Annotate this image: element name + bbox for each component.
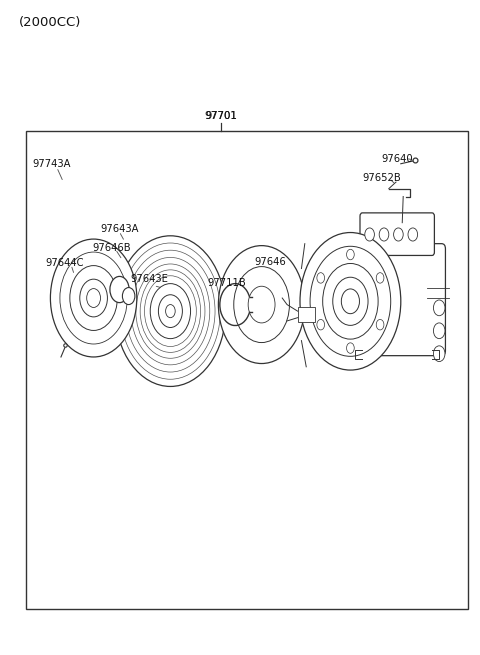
Circle shape bbox=[122, 288, 135, 305]
Text: 97640: 97640 bbox=[382, 153, 413, 164]
Circle shape bbox=[433, 323, 445, 339]
FancyBboxPatch shape bbox=[360, 213, 434, 255]
Bar bbox=[298, 307, 315, 322]
Circle shape bbox=[317, 272, 324, 283]
Circle shape bbox=[115, 236, 226, 386]
Circle shape bbox=[310, 246, 391, 356]
Text: 97701: 97701 bbox=[205, 111, 237, 121]
Circle shape bbox=[70, 266, 118, 330]
Circle shape bbox=[248, 286, 275, 323]
Text: 97646B: 97646B bbox=[92, 242, 131, 253]
Circle shape bbox=[433, 346, 445, 362]
Circle shape bbox=[218, 246, 305, 364]
Circle shape bbox=[433, 300, 445, 316]
Circle shape bbox=[150, 284, 191, 339]
Text: 97652B: 97652B bbox=[362, 173, 401, 183]
Circle shape bbox=[87, 289, 100, 307]
Circle shape bbox=[50, 239, 137, 357]
Circle shape bbox=[347, 343, 354, 353]
Circle shape bbox=[365, 228, 374, 241]
Bar bbox=[26, 131, 468, 609]
Circle shape bbox=[333, 277, 368, 326]
Circle shape bbox=[166, 305, 175, 318]
Circle shape bbox=[300, 233, 401, 370]
Text: (2000CC): (2000CC) bbox=[19, 16, 82, 29]
Circle shape bbox=[144, 276, 196, 346]
Text: 97701: 97701 bbox=[204, 111, 237, 121]
Circle shape bbox=[376, 272, 384, 283]
Circle shape bbox=[323, 263, 378, 339]
Circle shape bbox=[60, 252, 127, 344]
Circle shape bbox=[317, 320, 324, 330]
Text: 97743A: 97743A bbox=[33, 159, 71, 169]
Text: 97711B: 97711B bbox=[207, 278, 246, 288]
Circle shape bbox=[379, 228, 389, 241]
Text: 97643A: 97643A bbox=[101, 224, 139, 234]
Circle shape bbox=[158, 295, 182, 328]
Text: 97644C: 97644C bbox=[46, 258, 84, 269]
Circle shape bbox=[376, 320, 384, 330]
Circle shape bbox=[234, 267, 289, 343]
Circle shape bbox=[347, 250, 354, 260]
Text: 97646: 97646 bbox=[254, 257, 286, 267]
Circle shape bbox=[110, 276, 129, 303]
Circle shape bbox=[394, 228, 403, 241]
Circle shape bbox=[341, 289, 360, 314]
Circle shape bbox=[80, 279, 108, 317]
Text: 97643E: 97643E bbox=[131, 274, 168, 284]
Circle shape bbox=[408, 228, 418, 241]
FancyBboxPatch shape bbox=[354, 244, 445, 356]
